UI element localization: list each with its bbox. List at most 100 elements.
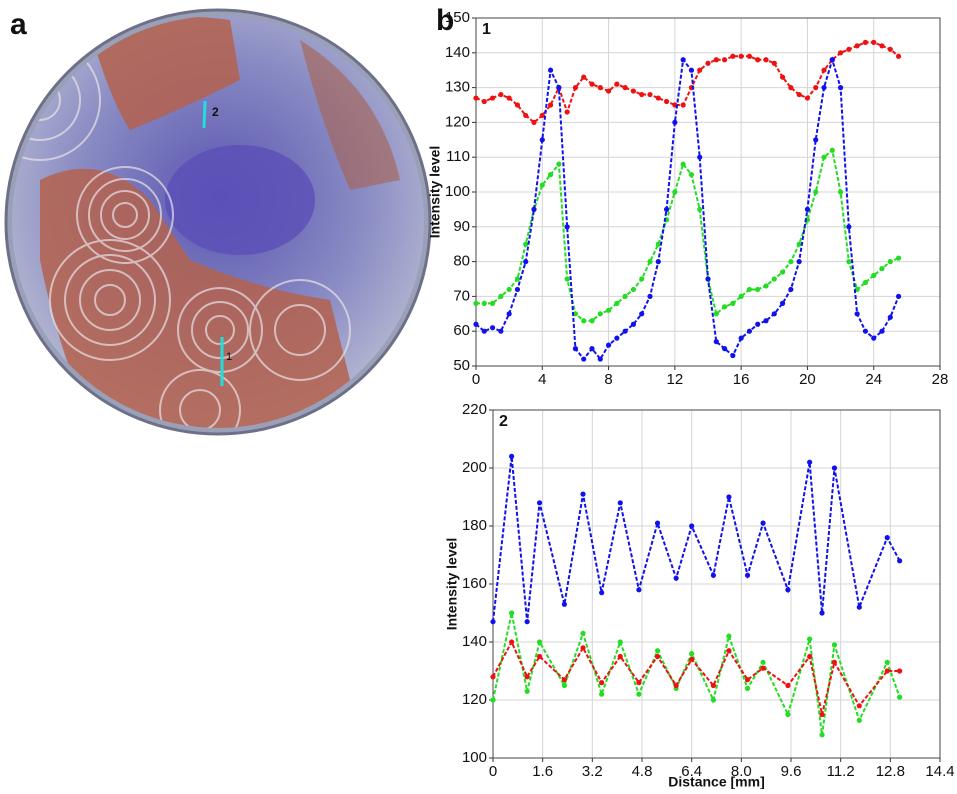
data-point (745, 677, 750, 682)
data-point (548, 102, 553, 107)
data-point (562, 602, 567, 607)
data-point (655, 521, 660, 526)
data-point (855, 311, 860, 316)
data-point (647, 294, 652, 299)
data-point (846, 224, 851, 229)
data-point (674, 683, 679, 688)
data-point (525, 619, 530, 624)
data-point (747, 329, 752, 334)
data-point (599, 692, 604, 697)
data-point (531, 120, 536, 125)
data-point (857, 703, 862, 708)
x-tick-label: 1.6 (532, 763, 553, 780)
data-point (589, 346, 594, 351)
data-point (885, 660, 890, 665)
data-point (871, 40, 876, 45)
chart-title: 2 (499, 413, 508, 430)
data-point (813, 137, 818, 142)
series-line (493, 642, 900, 715)
data-point (788, 287, 793, 292)
chart-title: 1 (482, 21, 491, 38)
data-point (565, 224, 570, 229)
data-point (565, 276, 570, 281)
data-point (614, 301, 619, 306)
data-point (681, 162, 686, 167)
data-point (606, 343, 611, 348)
data-point (807, 637, 812, 642)
data-point (689, 651, 694, 656)
data-point (689, 68, 694, 73)
data-point (897, 668, 902, 673)
data-point (763, 318, 768, 323)
data-point (747, 54, 752, 59)
data-point (623, 329, 628, 334)
data-point (846, 259, 851, 264)
y-tick-label: 90 (453, 218, 470, 235)
data-point (838, 50, 843, 55)
data-point (490, 301, 495, 306)
data-point (523, 113, 528, 118)
y-tick-label: 50 (453, 357, 470, 374)
data-point (830, 148, 835, 153)
data-point (614, 82, 619, 87)
data-point (821, 68, 826, 73)
x-tick-label: 0 (489, 763, 497, 780)
data-point (711, 697, 716, 702)
data-point (618, 654, 623, 659)
y-tick-label: 110 (446, 148, 470, 165)
data-point (580, 645, 585, 650)
data-point (739, 294, 744, 299)
data-point (672, 120, 677, 125)
data-point (490, 325, 495, 330)
data-point (655, 654, 660, 659)
data-point (664, 99, 669, 104)
data-point (523, 259, 528, 264)
data-point (797, 259, 802, 264)
figure: 2 1 a b 50607080901001101201301401500481… (0, 0, 957, 789)
data-point (819, 712, 824, 717)
data-point (745, 686, 750, 691)
data-point (797, 92, 802, 97)
data-point (540, 137, 545, 142)
data-point (755, 287, 760, 292)
data-point (525, 689, 530, 694)
data-point (681, 102, 686, 107)
petri-dish-photo (0, 0, 440, 450)
data-point (760, 521, 765, 526)
data-point (760, 660, 765, 665)
data-point (832, 642, 837, 647)
data-point (606, 308, 611, 313)
data-point (780, 269, 785, 274)
data-point (573, 346, 578, 351)
data-point (763, 283, 768, 288)
data-point (618, 500, 623, 505)
data-point (636, 587, 641, 592)
data-point (863, 40, 868, 45)
data-point (897, 558, 902, 563)
data-point (639, 92, 644, 97)
data-point (879, 266, 884, 271)
data-point (772, 61, 777, 66)
data-point (515, 276, 520, 281)
data-point (636, 692, 641, 697)
data-point (580, 492, 585, 497)
y-tick-label: 200 (462, 459, 487, 476)
data-point (763, 57, 768, 62)
data-point (674, 576, 679, 581)
data-point (879, 43, 884, 48)
data-point (722, 304, 727, 309)
data-point (498, 329, 503, 334)
data-point (805, 207, 810, 212)
data-point (714, 339, 719, 344)
data-point (565, 109, 570, 114)
data-point (697, 207, 702, 212)
series-line (493, 613, 900, 735)
y-tick-label: 180 (462, 517, 487, 534)
y-tick-label: 160 (462, 575, 487, 592)
data-point (498, 294, 503, 299)
data-point (739, 54, 744, 59)
data-point (813, 85, 818, 90)
data-point (863, 329, 868, 334)
data-point (525, 674, 530, 679)
data-point (589, 318, 594, 323)
